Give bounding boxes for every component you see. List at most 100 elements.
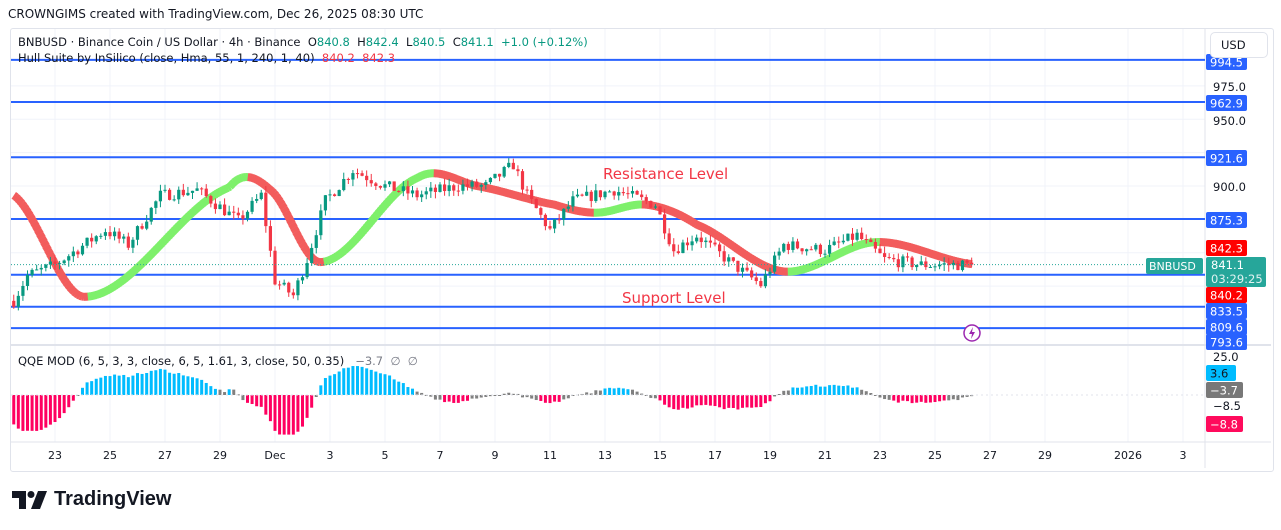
qqe-histogram-bar — [346, 367, 350, 395]
qqe-histogram-bar — [388, 375, 392, 395]
qqe-histogram-bar — [310, 395, 314, 408]
hull-band-segment — [254, 175, 260, 185]
candle-body — [662, 214, 667, 234]
level-price-tag[interactable]: 793.6 — [1206, 334, 1247, 350]
candle-body — [653, 206, 658, 208]
hull-band-segment — [822, 256, 828, 265]
qqe-histogram-bar — [841, 386, 845, 395]
qqe-value-3: ∅ — [407, 354, 418, 368]
hull-band-segment — [389, 192, 397, 201]
qqe-histogram-bar — [209, 386, 213, 395]
candle-body — [970, 262, 974, 265]
hull-band-segment — [127, 269, 135, 278]
hull-band-segment — [153, 244, 161, 253]
candle-body — [140, 226, 144, 229]
hull-upper-tag[interactable]: 842.3 — [1206, 240, 1247, 256]
hull-band-segment — [682, 213, 688, 222]
logo-text: TradingView — [54, 488, 172, 510]
hull-band-segment — [711, 229, 718, 239]
hull-band-segment — [704, 225, 710, 234]
qqe-histogram-bar — [333, 374, 337, 395]
qqe-histogram-bar — [754, 395, 758, 408]
qqe-histogram-bar — [204, 382, 208, 395]
hull-band-segment — [751, 256, 758, 265]
tradingview-logo-icon — [12, 490, 47, 509]
hull-band-segment — [684, 214, 690, 223]
hull-band-segment — [616, 204, 622, 213]
candle-body — [520, 171, 525, 190]
level-price-tag-text: 962.9 — [1210, 97, 1243, 111]
hull-band-segment — [723, 237, 731, 247]
level-price-tag[interactable]: 921.6 — [1206, 150, 1247, 166]
currency-button[interactable]: USD — [1210, 32, 1268, 58]
hull-band-segment — [510, 190, 516, 199]
hull-band-segment — [709, 228, 716, 237]
qqe-tag-mid[interactable]: −3.7 — [1206, 382, 1243, 398]
time-tick: 13 — [598, 449, 612, 462]
candle-body — [268, 226, 273, 251]
candle-body — [57, 263, 62, 265]
qqe-histogram-bar — [108, 376, 112, 395]
level-price-tag-text: 833.5 — [1210, 305, 1243, 319]
hull-band-segment — [498, 187, 503, 196]
hull-band-segment — [109, 283, 116, 292]
qqe-histogram-bar — [488, 395, 492, 397]
candle-body — [85, 237, 89, 246]
qqe-histogram-bar — [397, 381, 401, 395]
hull-value-1: 840.2 — [321, 51, 355, 65]
hull-band-segment — [414, 173, 420, 183]
hull-legend[interactable]: Hull Suite by InSilico (close, Hma, 55, … — [18, 51, 395, 65]
qqe-tag-pos[interactable]: 3.6 — [1206, 365, 1236, 381]
hull-lower-tag[interactable]: 840.2 — [1206, 287, 1247, 303]
candle-body — [805, 249, 809, 252]
level-price-tag[interactable]: 809.6 — [1206, 319, 1247, 335]
level-price-tag[interactable]: 875.3 — [1206, 212, 1247, 228]
symbol-tag-bg — [1146, 258, 1203, 274]
candle-body — [786, 243, 790, 250]
qqe-histogram-bar — [649, 395, 653, 398]
level-price-tag[interactable]: 994.5 — [1206, 54, 1247, 70]
hull-band-segment — [149, 248, 157, 257]
candle-body — [296, 280, 300, 296]
hull-band-segment — [26, 213, 36, 222]
lightning-icon-glyph — [969, 327, 975, 339]
qqe-histogram-bar — [598, 390, 602, 395]
candle-body — [305, 263, 309, 278]
qqe-histogram-bar — [800, 387, 804, 395]
candle-body — [507, 162, 511, 168]
candle-body — [44, 264, 48, 268]
hull-band-segment — [159, 238, 167, 247]
level-price-tag[interactable]: 962.9 — [1206, 95, 1247, 111]
candle-body — [754, 277, 758, 282]
hull-band-segment — [500, 187, 506, 197]
symbol-legend[interactable]: BNBUSD · Binance Coin / US Dollar · 4h ·… — [18, 35, 588, 49]
candle-body — [589, 191, 593, 202]
hull-band-segment — [102, 287, 108, 296]
candle-body — [355, 173, 360, 175]
candle-body — [48, 261, 53, 265]
hull-band-segment — [224, 184, 230, 193]
hull-band-segment — [36, 231, 46, 241]
hull-band-segment — [125, 271, 133, 280]
candle-body — [585, 191, 589, 196]
qqe-histogram-bar — [131, 375, 135, 395]
candle-body — [319, 210, 323, 236]
qqe-histogram-bar — [608, 387, 612, 395]
candle-body — [571, 196, 575, 207]
candle-body — [374, 183, 378, 186]
hull-band-segment — [456, 175, 462, 185]
hull-band-segment — [735, 246, 743, 255]
time-tick: 2026 — [1114, 449, 1142, 462]
level-price-tag-bg — [1206, 54, 1247, 70]
tradingview-logo[interactable]: TradingView — [12, 488, 171, 511]
qqe-histogram-bar — [498, 395, 502, 396]
hull-band-segment — [42, 243, 52, 252]
candle-body — [607, 191, 612, 193]
qqe-legend[interactable]: QQE MOD (6, 5, 3, 3, close, 6, 5, 1.61, … — [18, 354, 418, 368]
hull-band-segment — [512, 190, 518, 200]
qqe-tag-neg[interactable]: −8.8 — [1206, 416, 1243, 432]
hull-band-segment — [448, 172, 454, 182]
level-price-tag[interactable]: 833.5 — [1206, 303, 1247, 319]
qqe-histogram-bar — [539, 395, 543, 401]
